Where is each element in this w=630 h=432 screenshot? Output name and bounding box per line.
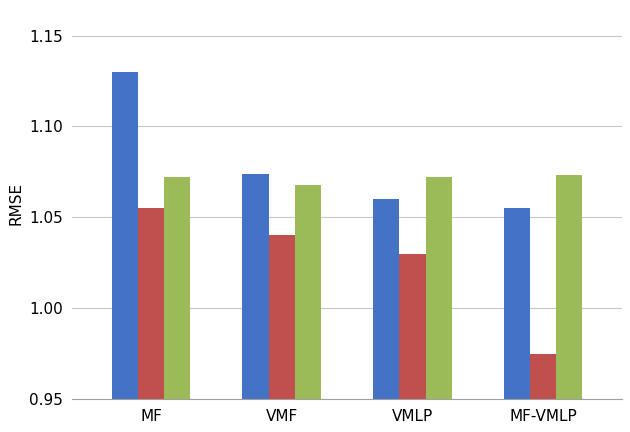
- Bar: [243, 174, 268, 399]
- Bar: [530, 353, 556, 399]
- Bar: [556, 175, 583, 399]
- Bar: [164, 177, 190, 399]
- Bar: [112, 72, 138, 399]
- Bar: [399, 254, 425, 399]
- Bar: [295, 184, 321, 399]
- Y-axis label: RMSE: RMSE: [8, 182, 23, 225]
- Bar: [138, 208, 164, 399]
- Bar: [504, 208, 530, 399]
- Bar: [373, 199, 399, 399]
- Bar: [425, 177, 452, 399]
- Bar: [268, 235, 295, 399]
